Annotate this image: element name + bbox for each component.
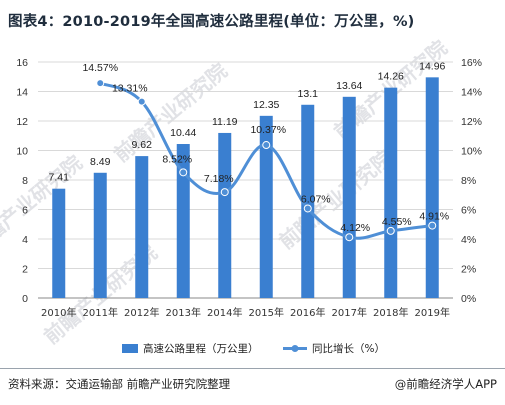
bar bbox=[135, 156, 149, 298]
watermark-text: 前瞻产业研究院 bbox=[274, 145, 397, 253]
y-left-tick-label: 12 bbox=[16, 116, 28, 128]
bar-value-label: 11.19 bbox=[212, 116, 238, 128]
growth-point bbox=[262, 141, 271, 150]
y-left-tick-label: 4 bbox=[22, 234, 28, 246]
y-right-tick-label: 12% bbox=[461, 116, 482, 128]
growth-point bbox=[345, 233, 354, 242]
y-left-tick-label: 6 bbox=[22, 205, 28, 217]
credit-note: @前瞻经济学人APP bbox=[394, 377, 497, 391]
growth-point bbox=[96, 79, 105, 88]
x-tick-label: 2018年 bbox=[373, 306, 408, 319]
y-right-tick-label: 10% bbox=[461, 146, 482, 158]
x-tick-label: 2011年 bbox=[83, 306, 118, 319]
bar bbox=[93, 172, 107, 298]
growth-value-label: 14.57% bbox=[82, 62, 118, 74]
y-right-tick-label: 4% bbox=[461, 234, 476, 246]
growth-value-label: 4.55% bbox=[382, 216, 412, 228]
bar-value-label: 9.62 bbox=[132, 139, 153, 151]
y-left-tick-label: 2 bbox=[22, 264, 28, 276]
bar-value-label: 14.96 bbox=[419, 60, 445, 72]
footer-divider bbox=[0, 368, 505, 369]
bar bbox=[259, 115, 273, 299]
y-right-tick-label: 16% bbox=[461, 57, 482, 69]
y-right-tick-label: 8% bbox=[461, 175, 476, 187]
bar bbox=[218, 132, 232, 298]
bar-value-label: 13.64 bbox=[336, 80, 362, 92]
x-tick-label: 2013年 bbox=[166, 306, 201, 319]
legend-line-marker bbox=[291, 345, 299, 352]
y-left-tick-label: 10 bbox=[16, 146, 28, 158]
y-left-tick-label: 16 bbox=[16, 57, 28, 69]
legend-bar-swatch bbox=[122, 344, 138, 353]
bar-value-label: 10.44 bbox=[170, 127, 196, 139]
bar bbox=[176, 144, 190, 298]
y-left-tick-label: 14 bbox=[16, 87, 28, 99]
x-tick-label: 2010年 bbox=[41, 306, 76, 319]
growth-point bbox=[137, 97, 146, 106]
x-tick-label: 2012年 bbox=[124, 306, 159, 319]
bar bbox=[301, 104, 315, 299]
chart-title: 图表4：2010-2019年全国高速公路里程(单位：万公里，%) bbox=[8, 14, 415, 30]
y-left-tick-label: 0 bbox=[22, 293, 28, 305]
growth-point bbox=[220, 188, 229, 197]
legend-bar-label: 高速公路里程（万公里） bbox=[143, 342, 259, 355]
growth-value-label: 4.12% bbox=[340, 222, 370, 234]
bar bbox=[52, 188, 66, 298]
x-tick-label: 2019年 bbox=[415, 306, 450, 319]
growth-value-label: 8.52% bbox=[162, 153, 192, 165]
bar-value-label: 12.35 bbox=[253, 99, 279, 111]
y-right-tick-label: 0% bbox=[461, 293, 476, 305]
y-right-tick-label: 14% bbox=[461, 87, 482, 99]
y-right-tick-label: 2% bbox=[461, 264, 476, 276]
bar-value-label: 8.49 bbox=[90, 156, 111, 168]
legend-line-label: 同比增长（%） bbox=[312, 342, 385, 355]
growth-value-label: 13.31% bbox=[112, 83, 148, 95]
x-tick-label: 2015年 bbox=[249, 306, 284, 319]
watermark-text: 前瞻产业研究院 bbox=[0, 150, 87, 258]
growth-value-label: 7.18% bbox=[204, 173, 234, 185]
bar bbox=[342, 96, 356, 298]
y-left-tick-label: 8 bbox=[22, 175, 28, 187]
growth-point bbox=[303, 204, 312, 213]
bar bbox=[425, 77, 439, 298]
chart: 前瞻产业研究院前瞻产业研究院前瞻产业研究院前瞻产业研究院前瞻产业研究院02468… bbox=[0, 35, 482, 355]
growth-point bbox=[386, 226, 395, 235]
growth-point bbox=[179, 168, 188, 177]
growth-point bbox=[428, 221, 437, 230]
y-right-tick-label: 6% bbox=[461, 205, 476, 217]
growth-value-label: 4.91% bbox=[419, 211, 449, 223]
growth-value-label: 6.07% bbox=[301, 193, 331, 205]
x-tick-label: 2014年 bbox=[207, 306, 242, 319]
bar-value-label: 7.41 bbox=[49, 172, 70, 184]
x-tick-label: 2017年 bbox=[332, 306, 367, 319]
bar-value-label: 14.26 bbox=[378, 71, 404, 83]
source-note: 资料来源：交通运输部 前瞻产业研究院整理 bbox=[8, 377, 231, 391]
bar bbox=[384, 87, 398, 298]
growth-value-label: 10.37% bbox=[250, 124, 286, 136]
x-tick-label: 2016年 bbox=[290, 306, 325, 319]
bar-value-label: 13.1 bbox=[298, 88, 319, 100]
